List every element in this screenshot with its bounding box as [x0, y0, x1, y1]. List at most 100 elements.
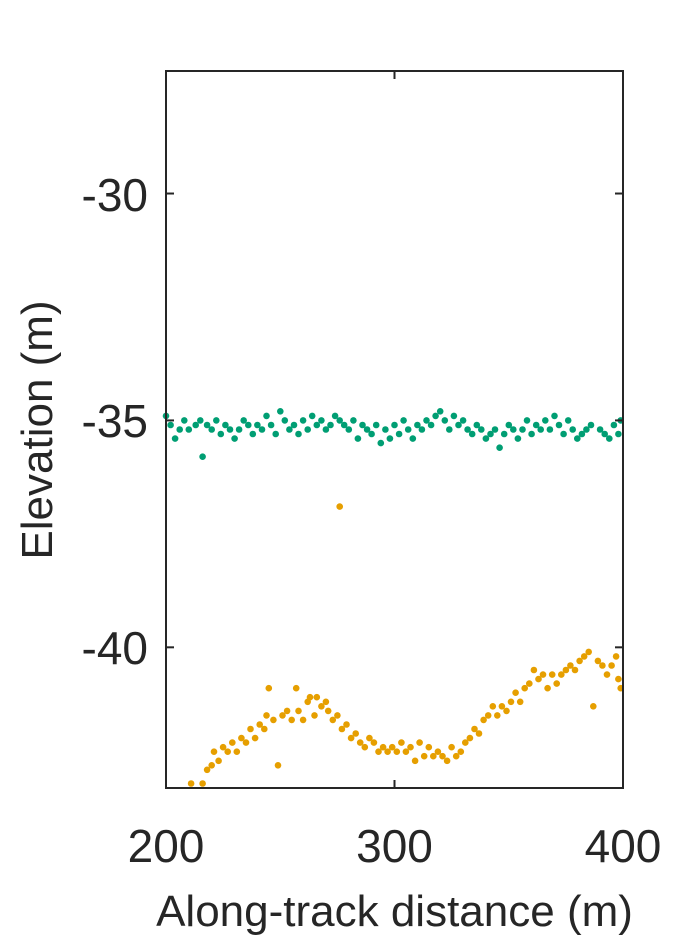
point-s1-38 — [347, 734, 355, 742]
point-s1-52 — [411, 757, 419, 765]
series-1 — [187, 503, 624, 787]
point-s1-69 — [489, 703, 497, 710]
point-s1-43 — [370, 739, 378, 746]
point-s0-82 — [537, 426, 544, 433]
point-s0-79 — [523, 417, 531, 424]
point-s0-9 — [203, 421, 211, 429]
point-s1-1 — [199, 780, 206, 787]
point-s1-62 — [457, 748, 465, 755]
point-s1-14 — [256, 721, 264, 728]
point-s0-78 — [519, 426, 526, 433]
point-s0-14 — [226, 426, 234, 433]
point-s1-45 — [379, 743, 387, 751]
point-s1-30 — [318, 703, 325, 710]
point-s0-64 — [455, 421, 462, 429]
y-tick-label-minus-35: -35 — [82, 395, 148, 447]
point-s1-0 — [187, 780, 195, 787]
point-s0-85 — [551, 412, 558, 420]
point-s1-9 — [233, 748, 241, 755]
point-s0-76 — [510, 426, 517, 433]
point-s0-71 — [487, 430, 494, 438]
point-s1-73 — [507, 698, 515, 706]
point-s0-57 — [423, 417, 430, 424]
point-s1-7 — [224, 748, 231, 755]
point-s1-27 — [306, 693, 314, 701]
point-s0-20 — [254, 421, 261, 429]
point-s0-53 — [404, 426, 412, 433]
point-s0-88 — [564, 417, 572, 424]
point-s1-22 — [288, 716, 296, 724]
point-s0-1 — [167, 421, 174, 429]
point-s0-23 — [267, 421, 275, 429]
point-s1-70 — [494, 712, 501, 719]
point-s0-62 — [446, 426, 453, 433]
point-s0-83 — [542, 417, 549, 424]
series-0 — [162, 408, 624, 461]
point-s0-6 — [192, 421, 199, 429]
point-s0-58 — [427, 421, 435, 429]
point-s1-55 — [425, 743, 433, 751]
point-s1-94 — [603, 671, 611, 678]
point-s0-5 — [185, 426, 193, 433]
point-s1-31 — [322, 698, 330, 706]
point-s0-16 — [235, 426, 243, 433]
point-s1-85 — [562, 666, 570, 674]
point-s1-95 — [608, 662, 615, 669]
point-s0-75 — [505, 421, 513, 429]
point-s0-21 — [258, 426, 266, 433]
point-s0-54 — [409, 435, 417, 442]
point-s1-24 — [295, 707, 302, 715]
point-s1-37 — [343, 721, 350, 728]
point-s1-80 — [539, 671, 547, 678]
point-s1-2 — [203, 766, 211, 774]
point-s1-48 — [393, 748, 401, 755]
point-s0-65 — [459, 417, 467, 424]
point-s0-92 — [583, 426, 590, 433]
point-s0-32 — [308, 412, 316, 420]
point-s1-87 — [571, 666, 579, 674]
point-s0-97 — [610, 421, 618, 429]
point-s0-96 — [606, 435, 613, 442]
point-s1-61 — [452, 752, 460, 760]
point-s0-95 — [601, 430, 608, 438]
point-s1-36 — [338, 725, 346, 733]
point-s1-51 — [407, 743, 414, 751]
point-s1-34 — [334, 712, 341, 719]
point-s1-76 — [521, 684, 528, 692]
point-s1-88 — [576, 657, 583, 665]
point-s1-16 — [263, 712, 270, 719]
point-s1-4 — [210, 748, 218, 755]
point-s0-38 — [336, 417, 344, 424]
point-s0-29 — [295, 430, 302, 438]
point-s1-56 — [430, 752, 437, 760]
point-s0-17 — [240, 417, 247, 424]
y-axis-title: Elevation (m) — [13, 300, 62, 559]
point-s0-15 — [231, 435, 238, 442]
point-s0-24 — [272, 430, 280, 438]
point-s1-33 — [329, 716, 337, 724]
point-s1-63 — [462, 739, 469, 746]
point-s1-28 — [311, 712, 318, 719]
point-s0-13 — [222, 421, 229, 429]
point-s0-11 — [213, 417, 220, 424]
point-s0-39 — [340, 421, 348, 429]
point-s0-22 — [263, 412, 270, 420]
point-s1-86 — [567, 662, 574, 669]
point-s1-41 — [361, 743, 369, 751]
point-s0-8 — [199, 453, 206, 461]
point-s0-93 — [587, 421, 595, 429]
point-s1-18 — [270, 716, 277, 724]
point-s1-35 — [336, 503, 344, 510]
point-s0-26 — [281, 417, 289, 424]
point-s0-94 — [596, 426, 604, 433]
point-s0-42 — [354, 435, 362, 442]
point-s0-66 — [464, 426, 471, 433]
point-s1-3 — [208, 762, 215, 769]
point-s1-10 — [238, 734, 245, 742]
point-s1-74 — [512, 689, 519, 696]
point-s1-39 — [352, 730, 360, 737]
point-s1-58 — [439, 752, 446, 760]
point-s1-68 — [484, 712, 492, 719]
point-s0-3 — [176, 426, 183, 433]
